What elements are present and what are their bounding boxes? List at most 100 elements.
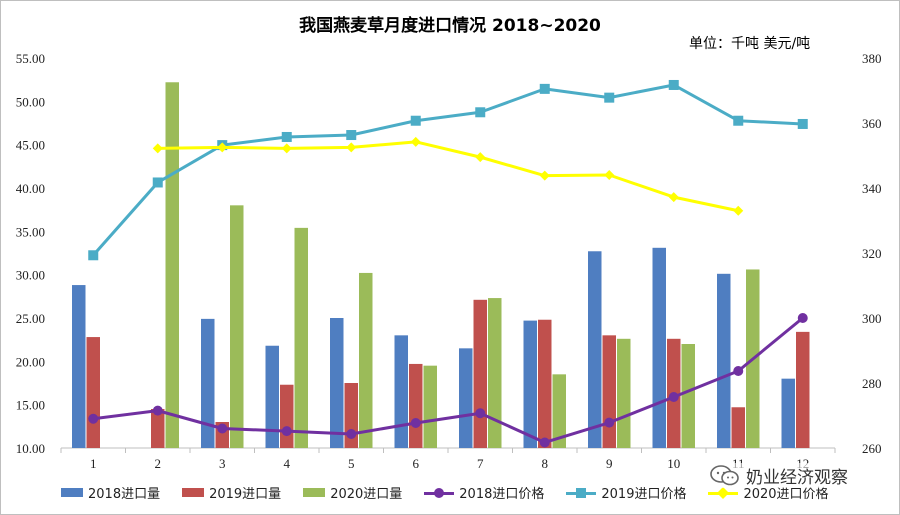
line-point — [475, 152, 486, 163]
legend-label: 2019进口量 — [209, 487, 282, 502]
bar — [165, 82, 179, 449]
line-point — [410, 115, 421, 126]
x-tick-label: 9 — [606, 456, 613, 471]
line-point — [410, 136, 421, 147]
bar — [359, 272, 373, 448]
line-point — [88, 413, 99, 424]
x-tick-label: 10 — [667, 456, 680, 471]
x-tick-label: 6 — [413, 456, 420, 471]
bar — [86, 337, 100, 448]
bar — [294, 227, 308, 448]
legend-item-2018-volume: 2018进口量 — [61, 483, 160, 502]
bar — [602, 335, 616, 448]
line-point — [604, 417, 615, 428]
bar — [265, 345, 279, 448]
legend-swatch-2019-price — [566, 487, 597, 499]
bar — [617, 338, 631, 448]
line-point — [410, 417, 421, 428]
bar — [588, 251, 602, 448]
line-point — [539, 437, 550, 448]
bars-layer — [72, 82, 810, 449]
bar — [409, 363, 423, 448]
bar — [781, 378, 795, 448]
x-tick-label: 4 — [284, 456, 291, 471]
y-right-tick-label: 320 — [862, 246, 882, 261]
line-point — [152, 405, 163, 416]
bar — [652, 247, 666, 448]
line-point — [152, 177, 163, 188]
lines-layer — [88, 79, 808, 448]
bar — [717, 273, 731, 448]
line-point — [797, 118, 808, 129]
legend-label: 2019进口价格 — [601, 487, 687, 502]
bar — [796, 331, 810, 448]
chart-title: 我国燕麦草月度进口情况 2018~2020 — [299, 16, 601, 36]
line-point — [475, 107, 486, 118]
line-point — [604, 92, 615, 103]
watermark-text: 奶业经济观察 — [746, 468, 848, 488]
line-point — [604, 170, 615, 180]
series-line — [157, 140, 739, 213]
line-point — [733, 205, 744, 216]
y-right-tick-label: 300 — [862, 311, 882, 326]
line-point — [217, 142, 228, 153]
bar — [230, 205, 244, 448]
line-point — [668, 79, 679, 90]
x-tick-label: 8 — [542, 456, 549, 471]
legend-label: 2020进口价格 — [743, 487, 829, 502]
line-point — [346, 130, 357, 141]
x-tick-label: 2 — [155, 456, 162, 471]
bar — [523, 320, 537, 448]
y-right-tick-label: 360 — [862, 116, 882, 131]
line-point — [281, 426, 292, 437]
bar — [538, 319, 552, 448]
y-right-tick-label: 380 — [862, 51, 882, 66]
legend-item-2018-price: 2018进口价格 — [424, 483, 544, 502]
y-left-tick-label: 50.00 — [16, 94, 45, 109]
line-point — [281, 143, 292, 154]
legend-label: 2020进口量 — [330, 487, 403, 502]
legend-item-2020-price: 2020进口价格 — [708, 483, 829, 502]
legend-item-2019-price: 2019进口价格 — [566, 483, 686, 502]
y-left-tick-label: 45.00 — [16, 138, 45, 153]
x-tick-label: 1 — [90, 456, 97, 471]
line-point — [281, 131, 292, 142]
unit-note: 单位：千吨 美元/吨 — [689, 36, 811, 52]
bar — [552, 374, 566, 448]
y-left-tick-label: 25.00 — [16, 311, 45, 326]
bar — [72, 285, 86, 448]
bar — [681, 344, 695, 448]
x-tick-label: 7 — [477, 456, 484, 471]
legend-swatch-2020-volume — [303, 488, 326, 497]
wechat-icon — [710, 464, 739, 485]
legend-swatch-2019-volume — [182, 488, 205, 497]
y-left-tick-label: 10.00 — [16, 441, 45, 456]
y-left-tick-label: 30.00 — [16, 268, 45, 283]
x-tick-label: 3 — [219, 456, 226, 471]
line-point — [152, 143, 163, 154]
line-point — [668, 391, 679, 402]
line-point — [733, 365, 744, 376]
legend: 2018进口量 2019进口量 2020进口量 2018进口价格 2019进口价… — [61, 483, 829, 502]
bar — [151, 409, 165, 448]
y-left-tick-label: 55.00 — [16, 51, 45, 66]
line-point — [88, 250, 99, 261]
legend-item-2020-volume: 2020进口量 — [303, 483, 402, 502]
bar — [423, 365, 437, 448]
bar — [731, 407, 745, 448]
bar — [473, 299, 487, 448]
line-point — [346, 142, 357, 153]
bar — [394, 335, 408, 448]
line-point — [346, 429, 357, 440]
y-left-tick-label: 20.00 — [16, 354, 45, 369]
bar — [280, 384, 294, 448]
axes-layer — [60, 447, 836, 453]
bar — [488, 298, 502, 448]
line-point — [539, 83, 550, 94]
legend-swatch-2018-volume — [61, 488, 83, 497]
y-left-tick-label: 15.00 — [16, 398, 45, 413]
y-right-tick-label: 280 — [862, 376, 882, 391]
y-right-tick-label: 340 — [862, 181, 882, 196]
series-line — [92, 83, 803, 257]
